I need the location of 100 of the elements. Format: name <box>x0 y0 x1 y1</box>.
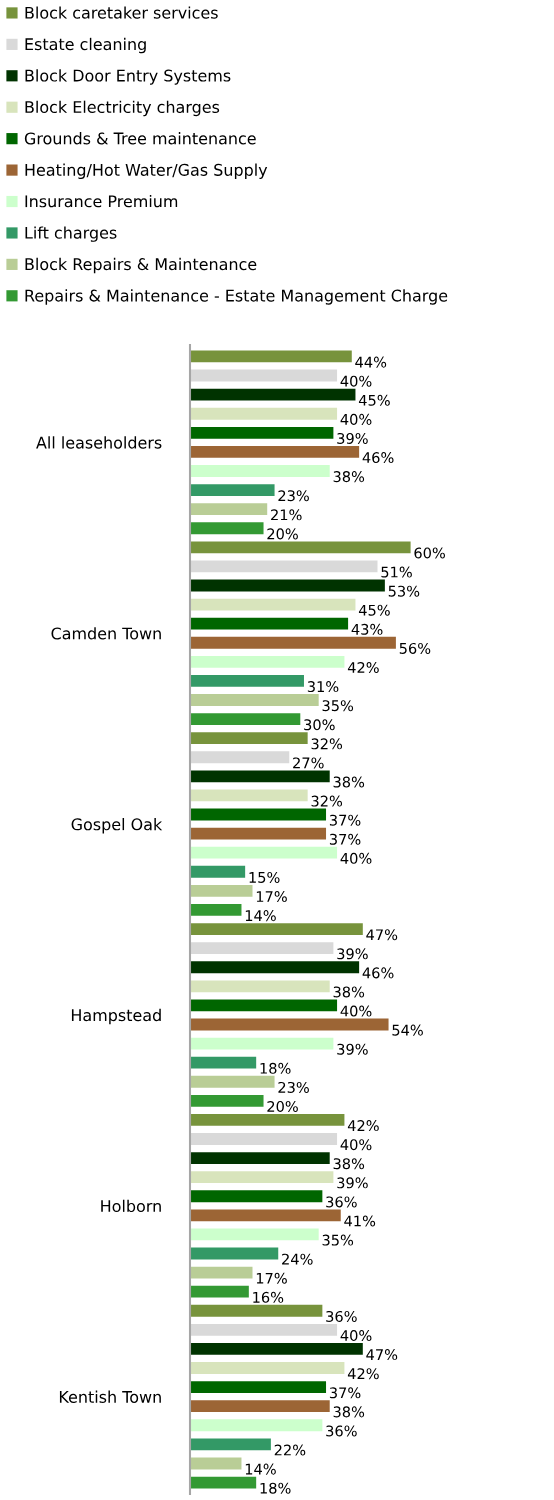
data-label: 47% <box>366 929 398 941</box>
data-label: 46% <box>362 967 394 979</box>
bar <box>190 1476 257 1489</box>
bar <box>190 598 356 611</box>
data-label: 38% <box>333 776 365 788</box>
data-label: 32% <box>311 738 343 750</box>
bar <box>190 713 301 726</box>
y-tick-label: Camden Town <box>51 627 161 640</box>
data-label: 42% <box>347 1120 379 1132</box>
legend-label: Block Repairs & Maintenance <box>25 257 257 274</box>
bar <box>190 961 360 974</box>
data-label: 40% <box>340 1330 372 1342</box>
bar <box>190 1056 257 1069</box>
y-tick-label: Kentish Town <box>59 1390 161 1403</box>
data-label: 32% <box>311 795 343 807</box>
y-tick-label: All leaseholders <box>36 436 162 449</box>
data-label: 46% <box>362 452 394 464</box>
bar <box>190 579 385 592</box>
bar <box>190 694 319 706</box>
legend-label: Repairs & Maintenance - Estate Management Charge <box>25 289 448 305</box>
legend-label: Block Electricity charges <box>25 100 220 117</box>
bar <box>190 560 378 573</box>
data-label: 36% <box>326 1310 357 1322</box>
data-label: 22% <box>274 1444 306 1456</box>
y-tick-label: Gospel Oak <box>71 818 163 834</box>
data-label: 18% <box>260 1482 291 1494</box>
legend-label: Estate cleaning <box>25 37 146 54</box>
data-label: 39% <box>337 948 368 960</box>
bar <box>190 1190 323 1203</box>
data-label: 17% <box>256 1272 287 1284</box>
data-label: 20% <box>267 528 298 540</box>
bar <box>190 1152 330 1164</box>
bar <box>190 1285 249 1298</box>
bar <box>190 789 308 802</box>
bar <box>190 465 330 477</box>
data-label: 23% <box>278 490 309 502</box>
bar <box>190 1228 319 1241</box>
bar <box>190 751 290 764</box>
bar <box>190 1209 341 1222</box>
bar <box>190 1457 242 1470</box>
bar <box>190 1018 389 1031</box>
bar <box>190 827 327 840</box>
bar <box>190 426 334 439</box>
data-label: 47% <box>366 1349 398 1361</box>
bar <box>190 980 330 993</box>
data-label: 60% <box>414 547 445 559</box>
data-label: 27% <box>293 757 324 769</box>
bar <box>190 655 345 668</box>
bar <box>190 407 338 420</box>
legend-label: Block Door Entry Systems <box>25 69 231 85</box>
bar <box>190 636 396 649</box>
data-label: 40% <box>340 375 372 387</box>
bar <box>190 1266 253 1279</box>
bar <box>190 1381 327 1394</box>
bar <box>190 541 411 554</box>
bar <box>190 904 242 916</box>
data-label: 18% <box>260 1062 291 1074</box>
bar <box>190 675 304 687</box>
data-label: 39% <box>337 1177 368 1189</box>
data-label: 43% <box>351 623 383 635</box>
bar <box>190 999 338 1012</box>
bar <box>190 1419 323 1432</box>
data-label: 16% <box>253 1291 284 1303</box>
y-tick-label: Hampstead <box>71 1008 161 1025</box>
bar <box>190 503 268 516</box>
data-label: 54% <box>392 1024 423 1036</box>
data-label: 39% <box>337 432 368 444</box>
data-label: 15% <box>249 871 280 883</box>
data-label: 37% <box>329 833 361 845</box>
bar <box>190 1094 264 1107</box>
bar <box>190 350 352 363</box>
data-label: 38% <box>333 986 365 998</box>
data-label: 44% <box>355 356 387 368</box>
legend-label: Block caretaker services <box>25 6 218 19</box>
legend-label: Insurance Premium <box>25 194 178 208</box>
data-label: 24% <box>282 1253 313 1265</box>
data-label: 39% <box>337 1043 368 1055</box>
data-label: 38% <box>333 1158 365 1170</box>
data-label: 42% <box>347 1368 379 1380</box>
data-label: 41% <box>344 1215 376 1227</box>
bar <box>190 1171 334 1184</box>
legend-label: Lift charges <box>25 226 117 242</box>
bar <box>190 445 360 458</box>
data-label: 38% <box>333 1406 365 1418</box>
bar <box>190 1247 279 1260</box>
data-label: 14% <box>245 910 276 922</box>
data-label: 45% <box>358 394 390 406</box>
bar <box>190 617 349 630</box>
data-label: 56% <box>399 642 431 654</box>
data-label: 40% <box>340 413 372 425</box>
data-label: 51% <box>381 566 412 578</box>
data-label: 36% <box>326 1196 357 1208</box>
bar <box>190 1362 345 1374</box>
data-label: 17% <box>256 891 287 903</box>
bar <box>190 369 338 382</box>
bar <box>190 1037 334 1050</box>
bar <box>190 1400 330 1413</box>
bar <box>190 732 308 745</box>
data-label: 40% <box>340 1005 372 1017</box>
data-label: 30% <box>304 719 335 731</box>
